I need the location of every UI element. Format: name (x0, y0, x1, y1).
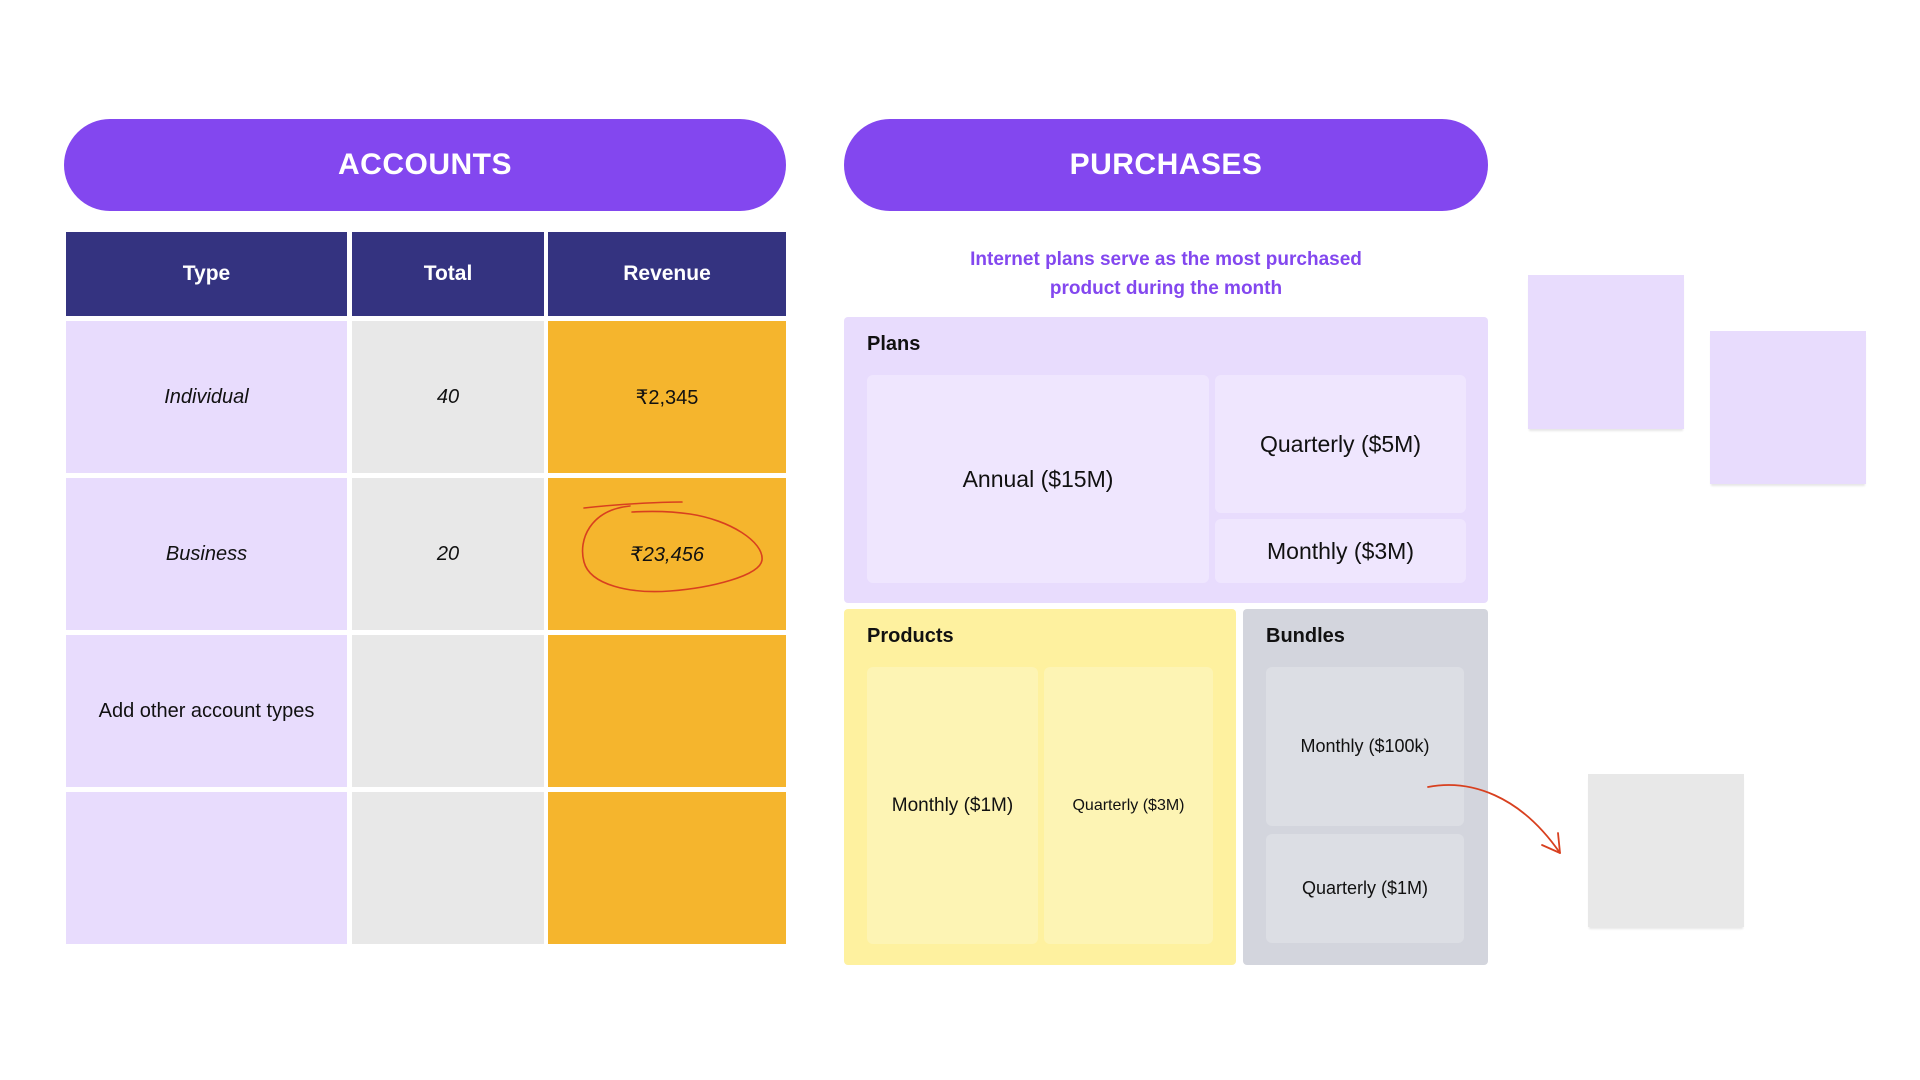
column-header-revenue[interactable]: Revenue (548, 232, 786, 316)
table-cell-type[interactable]: Individual (66, 321, 347, 473)
table-cell-type[interactable]: Add other account types (66, 635, 347, 787)
column-header-total[interactable]: Total (352, 232, 544, 316)
table-cell-total[interactable] (352, 792, 544, 944)
accounts-table: Type Total Revenue Individual 40 ₹2,345 … (66, 232, 786, 948)
bundles-group[interactable]: Bundles Monthly ($100k) Quarterly ($1M) (1243, 609, 1488, 965)
plan-annual[interactable]: Annual ($15M) (867, 375, 1209, 583)
table-cell-total[interactable]: 20 (352, 478, 544, 630)
plans-group[interactable]: Plans Annual ($15M) Quarterly ($5M) Mont… (844, 317, 1488, 603)
plans-title: Plans (867, 333, 921, 355)
purchases-title: PURCHASES (1069, 148, 1263, 181)
sticky-note-purple[interactable] (1710, 331, 1866, 484)
plan-monthly[interactable]: Monthly ($3M) (1215, 519, 1466, 583)
column-header-type[interactable]: Type (66, 232, 347, 316)
purchases-header: PURCHASES (844, 119, 1488, 211)
table-cell-revenue[interactable]: ₹23,456 (548, 478, 786, 630)
products-group[interactable]: Products Monthly ($1M) Quarterly ($3M) (844, 609, 1236, 965)
bundle-monthly[interactable]: Monthly ($100k) (1266, 667, 1464, 826)
bundles-title: Bundles (1266, 625, 1345, 647)
table-cell-total[interactable] (352, 635, 544, 787)
table-cell-revenue[interactable]: ₹2,345 (548, 321, 786, 473)
table-cell-revenue[interactable] (548, 792, 786, 944)
plan-quarterly[interactable]: Quarterly ($5M) (1215, 375, 1466, 513)
accounts-header: ACCOUNTS (64, 119, 786, 211)
product-monthly[interactable]: Monthly ($1M) (867, 667, 1038, 944)
product-quarterly[interactable]: Quarterly ($3M) (1044, 667, 1213, 944)
sticky-note-gray[interactable] (1588, 774, 1744, 927)
products-title: Products (867, 625, 954, 647)
table-cell-type[interactable] (66, 792, 347, 944)
table-cell-total[interactable]: 40 (352, 321, 544, 473)
purchases-caption: Internet plans serve as the most purchas… (970, 249, 1362, 299)
annotation-circle[interactable] (570, 490, 770, 610)
accounts-title: ACCOUNTS (338, 148, 512, 181)
table-cell-revenue[interactable] (548, 635, 786, 787)
annotation-arrow[interactable] (1420, 775, 1570, 855)
table-cell-type[interactable]: Business (66, 478, 347, 630)
bundle-quarterly[interactable]: Quarterly ($1M) (1266, 834, 1464, 943)
sticky-note-purple[interactable] (1528, 275, 1684, 429)
